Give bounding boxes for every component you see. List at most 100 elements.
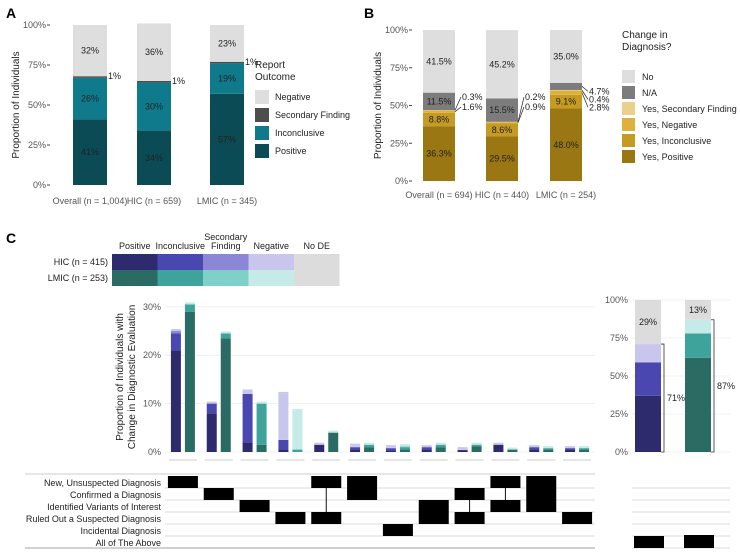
b-legend-key — [622, 134, 635, 147]
c-legend-column-label: Secondary — [204, 232, 248, 242]
c-bar-hic — [529, 449, 540, 452]
c-bar-lmic — [579, 449, 590, 452]
c-bar-lmic — [579, 448, 590, 450]
c-summary-bracket-label: 71% — [667, 393, 685, 403]
a-bar-inconclusive — [210, 63, 244, 94]
c-bar-hic — [278, 439, 289, 450]
c-matrix-cell — [203, 488, 234, 500]
b-leader-line — [517, 96, 525, 123]
c-bar-cap — [206, 401, 217, 404]
b-data-label: 11.5% — [427, 96, 452, 106]
c-matrix-cell — [347, 488, 378, 500]
c-legend-swatch — [112, 254, 158, 270]
b-leader-line — [581, 86, 589, 92]
c-bar-lmic — [399, 446, 410, 448]
c-legend-swatch — [203, 254, 249, 270]
b-legend-label: Yes, Secondary Finding — [642, 104, 737, 114]
c-matrix-cell — [167, 476, 198, 488]
a-data-label: 30% — [145, 102, 163, 112]
c-summary-label: 13% — [689, 305, 707, 315]
c-bar-hic — [385, 448, 396, 451]
b-leader-line — [517, 106, 525, 123]
c-bar-lmic — [220, 338, 231, 452]
c-matrix-cell — [562, 512, 593, 524]
c-bar-lmic — [399, 447, 410, 450]
c-bar-hic — [529, 447, 540, 450]
a-bar-secondary-finding — [137, 81, 171, 83]
c-bar-hic — [493, 444, 504, 452]
b-data-label: 0.2% — [525, 92, 546, 102]
c-matrix-cell — [526, 488, 557, 500]
c-bar-cap — [220, 331, 231, 334]
c-bar-lmic — [364, 447, 375, 452]
b-ylabel: Proportion of Individuals — [373, 52, 384, 159]
a-xtick-label: Overall (n = 1,004) — [53, 196, 128, 206]
c-summary-ytick-label: 0% — [615, 447, 628, 457]
c-bar-hic — [170, 333, 181, 351]
c-summary-ytick-label: 75% — [610, 333, 628, 343]
c-summary-bar-hic — [635, 344, 661, 363]
c-ylabel: Change in Diagnostic Evaluation — [127, 305, 138, 450]
b-bar-no — [423, 30, 455, 93]
c-bar-hic — [278, 393, 289, 440]
c-legend-column-label: Negative — [253, 241, 289, 251]
b-bar-yes-secondary-finding — [550, 89, 582, 91]
a-bar-secondary-finding — [210, 61, 244, 64]
c-summary-bar-hic — [635, 300, 661, 345]
b-bar-yes-negative — [486, 122, 518, 124]
b-legend-label: Yes, Negative — [642, 120, 697, 130]
b-data-label: 2.8% — [589, 102, 610, 112]
b-ytick-label: 100% — [385, 25, 408, 35]
c-summary-matrix-cell — [634, 536, 664, 548]
a-bar-positive — [73, 119, 107, 185]
c-set-label: New, Unsuspected Diagnosis — [44, 478, 162, 488]
c-summary-bar-lmic — [685, 357, 711, 452]
c-bar-hic — [385, 450, 396, 452]
c-bar-lmic — [507, 449, 518, 452]
c-set-label: Incidental Diagnosis — [80, 526, 161, 536]
b-xtick-label: LMIC (n = 254) — [536, 190, 596, 200]
c-bar-cap — [471, 442, 482, 445]
c-bar-cap — [170, 329, 181, 332]
c-bar-hic — [242, 442, 253, 452]
b-bar-yes-positive — [423, 126, 455, 181]
c-legend-row-label: LMIC (n = 253) — [48, 273, 108, 283]
c-bar-lmic — [184, 304, 195, 312]
c-summary-bar-hic — [635, 362, 661, 396]
c-bar-hic — [206, 413, 217, 452]
a-data-label: 41% — [81, 147, 99, 157]
c-bar-hic — [421, 449, 432, 452]
b-bar-yes-inconclusive — [486, 123, 518, 137]
c-bar-cap — [350, 443, 361, 446]
c-bar-lmic — [435, 447, 446, 452]
c-matrix-cell — [490, 500, 521, 512]
b-legend-label: No — [642, 72, 654, 82]
c-set-label: Identified Variants of Interest — [47, 502, 161, 512]
a-bar-inconclusive — [137, 82, 171, 131]
c-legend-row-label: HIC (n = 415) — [54, 257, 108, 267]
a-legend-key — [255, 90, 269, 104]
a-legend-label: Inconclusive — [275, 128, 325, 138]
c-legend-column-label: No DE — [303, 241, 330, 251]
b-ytick-label: 75% — [390, 63, 408, 73]
b-xtick-label: HIC (n = 440) — [475, 190, 529, 200]
c-set-label: All of The Above — [96, 538, 161, 548]
b-bar-yes-positive — [486, 136, 518, 181]
c-legend-column-label: Inconclusive — [155, 241, 205, 251]
c-summary-bar-hic — [635, 395, 661, 452]
c-bar-cap — [292, 408, 303, 411]
c-summary-bracket-label: 87% — [717, 381, 735, 391]
c-legend-swatch — [248, 254, 294, 270]
c-bar-hic — [170, 331, 181, 334]
c-bar-lmic — [292, 449, 303, 452]
c-bar-lmic — [364, 444, 375, 448]
a-bar-inconclusive — [73, 77, 107, 120]
b-bar-no — [486, 30, 518, 99]
c-summary-bracket — [661, 343, 665, 453]
c-bar-hic — [565, 448, 576, 450]
c-summary-ytick-label: 50% — [610, 371, 628, 381]
c-bar-cap — [565, 446, 576, 449]
c-matrix-cell — [275, 512, 306, 524]
c-ytick-label: 20% — [143, 350, 161, 360]
